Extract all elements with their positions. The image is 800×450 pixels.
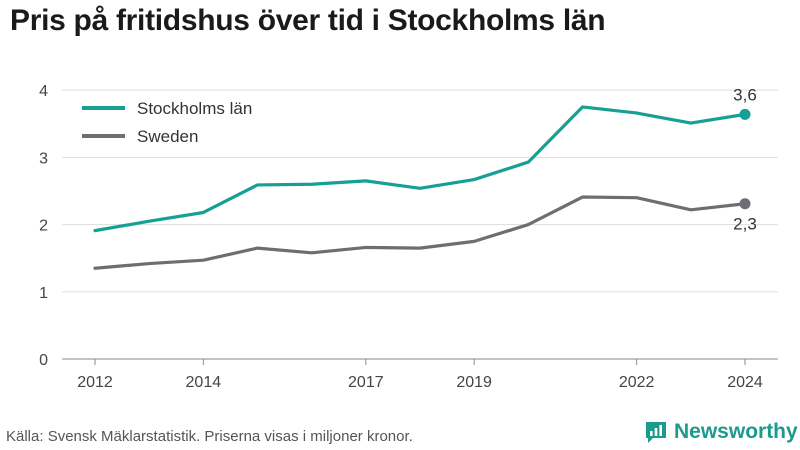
x-tick-label: 2022 xyxy=(619,374,655,391)
x-tick-label: 2017 xyxy=(348,374,384,391)
axes: 0 1 2 3 4 2012 2014 2017 2019 2022 2024 xyxy=(39,83,763,391)
legend: Stockholms län Sweden xyxy=(82,99,252,146)
series-end-marker-0 xyxy=(739,108,751,120)
brand-logo: Newsworthy xyxy=(644,420,798,444)
x-tick-label: 2014 xyxy=(186,374,222,391)
series-layer: 3,6 2,3 xyxy=(93,85,757,270)
legend-label: Sweden xyxy=(137,127,198,146)
series-end-marker-1 xyxy=(739,198,751,210)
y-tick-label: 1 xyxy=(39,285,48,302)
y-tick-label: 4 xyxy=(39,83,48,100)
end-value-label: 3,6 xyxy=(733,85,757,104)
y-tick-label: 0 xyxy=(39,352,48,369)
end-value-label: 2,3 xyxy=(733,215,757,234)
series-line-1 xyxy=(93,195,747,270)
x-tick-label: 2019 xyxy=(456,374,492,391)
brand-name: Newsworthy xyxy=(674,420,798,443)
page-title: Pris på fritidshus över tid i Stockholms… xyxy=(10,4,606,37)
source-note: Källa: Svensk Mäklarstatistik. Priserna … xyxy=(6,428,413,445)
x-tick-label: 2024 xyxy=(727,374,763,391)
y-tick-label: 3 xyxy=(39,150,48,167)
x-tick-label: 2012 xyxy=(77,374,113,391)
legend-label: Stockholms län xyxy=(137,99,252,118)
series-line-0 xyxy=(93,105,747,233)
y-tick-label: 2 xyxy=(39,218,48,235)
newsworthy-logo-icon xyxy=(646,422,666,443)
grid-lines xyxy=(62,89,778,360)
